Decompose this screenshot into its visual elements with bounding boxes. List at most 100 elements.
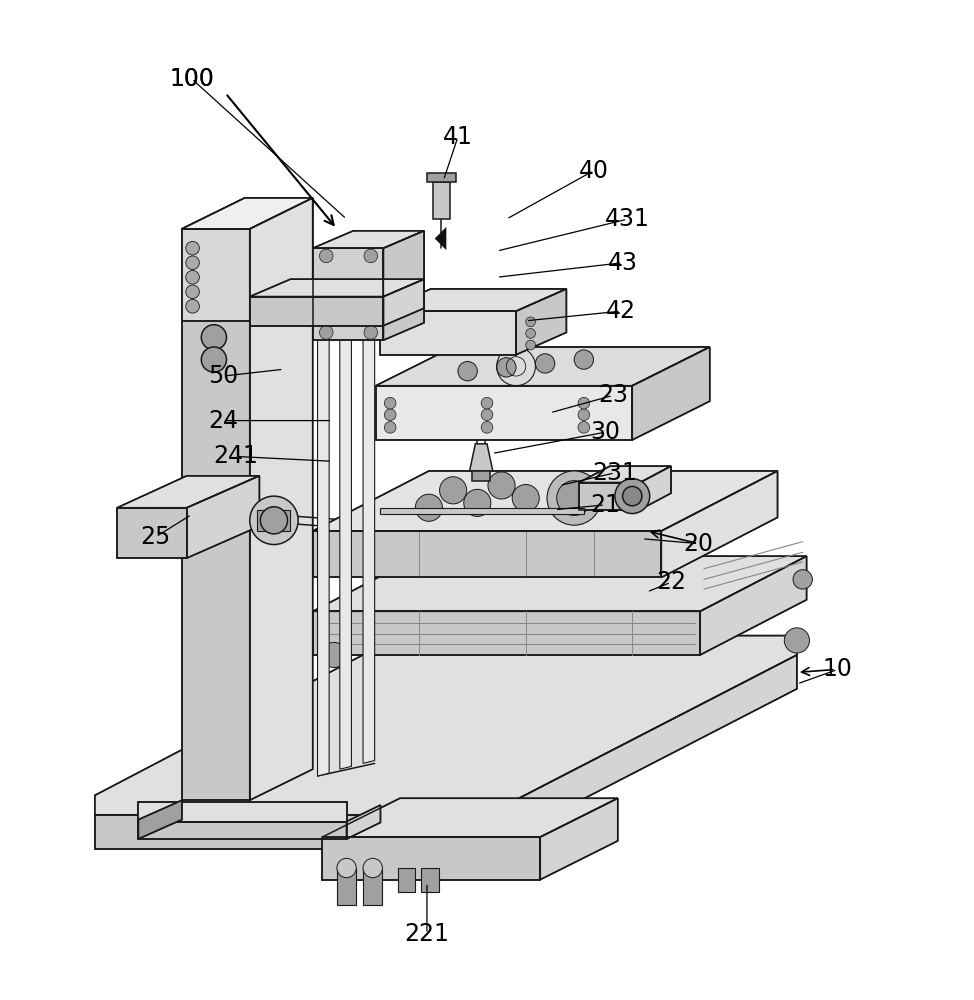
- Text: 43: 43: [608, 251, 638, 275]
- Circle shape: [481, 397, 493, 409]
- Polygon shape: [94, 815, 487, 849]
- Polygon shape: [313, 248, 384, 340]
- Circle shape: [793, 570, 812, 589]
- Polygon shape: [472, 471, 490, 481]
- Polygon shape: [487, 655, 797, 849]
- Circle shape: [561, 480, 587, 507]
- Polygon shape: [381, 508, 583, 514]
- Circle shape: [249, 496, 298, 545]
- Text: 21: 21: [590, 493, 620, 517]
- Text: 100: 100: [169, 67, 214, 91]
- Polygon shape: [579, 466, 671, 483]
- Polygon shape: [182, 198, 313, 229]
- Polygon shape: [376, 347, 710, 386]
- Polygon shape: [187, 476, 259, 558]
- Polygon shape: [249, 297, 384, 326]
- Circle shape: [385, 397, 396, 409]
- Polygon shape: [579, 483, 640, 510]
- Circle shape: [536, 354, 555, 373]
- Polygon shape: [640, 466, 671, 510]
- Polygon shape: [249, 198, 313, 800]
- Circle shape: [557, 481, 591, 515]
- Circle shape: [784, 628, 809, 653]
- Circle shape: [319, 326, 333, 339]
- Circle shape: [488, 472, 515, 499]
- Polygon shape: [363, 253, 375, 763]
- Polygon shape: [427, 173, 456, 182]
- Text: 40: 40: [579, 159, 609, 183]
- Circle shape: [319, 249, 333, 263]
- Text: 50: 50: [208, 364, 239, 388]
- Polygon shape: [313, 556, 806, 611]
- Text: 100: 100: [169, 67, 214, 91]
- Text: 25: 25: [140, 525, 170, 549]
- Circle shape: [202, 347, 227, 372]
- Circle shape: [186, 285, 200, 299]
- Polygon shape: [313, 471, 777, 531]
- Polygon shape: [138, 800, 182, 839]
- Polygon shape: [469, 444, 493, 471]
- Circle shape: [439, 477, 467, 504]
- Circle shape: [578, 397, 589, 409]
- Polygon shape: [337, 868, 356, 905]
- Polygon shape: [541, 798, 618, 880]
- Polygon shape: [249, 198, 313, 321]
- Polygon shape: [421, 868, 438, 892]
- Circle shape: [615, 479, 650, 514]
- Text: 10: 10: [823, 657, 852, 681]
- Polygon shape: [318, 265, 329, 776]
- Circle shape: [574, 350, 593, 369]
- Circle shape: [481, 422, 493, 433]
- Circle shape: [363, 858, 383, 878]
- Polygon shape: [384, 231, 424, 340]
- Polygon shape: [249, 279, 424, 297]
- Circle shape: [578, 422, 589, 433]
- Circle shape: [609, 475, 636, 502]
- Polygon shape: [313, 611, 700, 655]
- Polygon shape: [384, 279, 424, 326]
- Text: 22: 22: [656, 570, 686, 594]
- Circle shape: [464, 489, 491, 516]
- Polygon shape: [117, 508, 187, 558]
- Polygon shape: [340, 258, 352, 769]
- Text: 23: 23: [598, 383, 628, 407]
- Polygon shape: [376, 386, 632, 440]
- Text: 30: 30: [590, 420, 620, 444]
- Circle shape: [385, 422, 396, 433]
- Circle shape: [526, 340, 536, 350]
- Text: 20: 20: [683, 532, 713, 556]
- Circle shape: [186, 256, 200, 270]
- Circle shape: [622, 486, 642, 506]
- Circle shape: [526, 329, 536, 338]
- Polygon shape: [313, 531, 661, 577]
- Polygon shape: [138, 802, 347, 822]
- Polygon shape: [322, 837, 541, 880]
- Polygon shape: [257, 510, 290, 531]
- Polygon shape: [182, 229, 249, 321]
- Polygon shape: [138, 822, 347, 839]
- Polygon shape: [516, 289, 567, 355]
- Circle shape: [364, 249, 378, 263]
- Circle shape: [578, 409, 589, 421]
- Polygon shape: [434, 227, 446, 250]
- Text: 41: 41: [443, 125, 473, 149]
- Text: 221: 221: [404, 922, 449, 946]
- Circle shape: [547, 471, 601, 525]
- Circle shape: [526, 317, 536, 327]
- Circle shape: [497, 358, 516, 377]
- Polygon shape: [381, 311, 516, 355]
- Circle shape: [186, 241, 200, 255]
- Circle shape: [458, 362, 477, 381]
- Circle shape: [321, 642, 347, 668]
- Polygon shape: [700, 556, 806, 655]
- Polygon shape: [661, 471, 777, 577]
- Text: 241: 241: [212, 444, 258, 468]
- Polygon shape: [182, 198, 313, 229]
- Polygon shape: [432, 182, 450, 219]
- Polygon shape: [182, 229, 249, 800]
- Polygon shape: [381, 289, 567, 311]
- Circle shape: [512, 485, 540, 512]
- Polygon shape: [322, 798, 618, 837]
- Circle shape: [385, 409, 396, 421]
- Polygon shape: [117, 476, 259, 508]
